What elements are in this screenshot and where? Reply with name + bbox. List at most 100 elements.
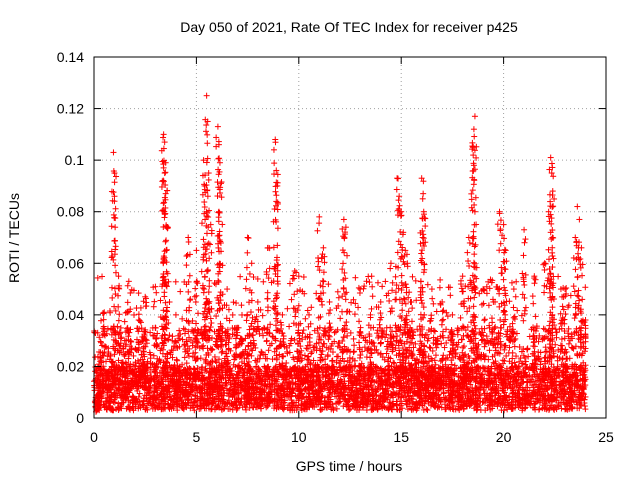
chart-title: Day 050 of 2021, Rate Of TEC Index for r… [180,19,518,35]
data-point [471,113,478,120]
data-point [306,311,313,318]
data-point [110,149,117,156]
data-point [508,279,515,286]
data-point [547,154,554,161]
data-point [530,378,537,385]
data-point [97,358,104,365]
data-point [506,344,513,351]
data-point [172,278,179,285]
data-point [295,273,302,280]
data-point [291,268,298,275]
data-point [413,297,420,304]
data-point [582,393,589,400]
data-point [101,309,108,316]
data-point [217,180,224,187]
data-point [542,326,549,333]
data-point [382,379,389,386]
data-point [203,92,210,99]
data-point [286,323,293,330]
data-point [224,286,231,293]
data-point [216,159,223,166]
data-point [396,193,403,200]
data-point [459,273,466,280]
data-point [366,279,373,286]
data-point [117,324,124,331]
data-points [91,92,589,415]
data-point [125,278,132,285]
data-point [340,216,347,223]
data-point [342,224,349,231]
data-point [193,279,200,286]
data-point [229,311,236,318]
data-point [541,260,548,267]
data-point [115,273,122,280]
data-point [363,278,370,285]
data-point [521,226,528,233]
data-point [352,274,359,281]
data-point [326,298,333,305]
data-point [273,167,280,174]
data-point [553,334,560,341]
data-point [383,350,390,357]
data-point [172,311,179,318]
data-point [211,280,218,287]
data-point [464,323,471,330]
data-point [244,234,251,241]
data-point [553,329,560,336]
data-point [465,234,472,241]
data-point [125,355,132,362]
data-point [377,298,384,305]
data-point [176,327,183,334]
data-point [311,343,318,350]
data-point [320,244,327,251]
data-point [150,332,157,339]
data-point [193,247,200,254]
data-point [300,327,307,334]
data-point [183,360,190,367]
data-point [347,329,354,336]
data-point [355,304,362,311]
data-point [440,328,447,335]
data-point [335,294,342,301]
data-point [440,352,447,359]
data-point [286,349,293,356]
data-point [189,339,196,346]
data-point [187,405,194,412]
data-point [279,311,286,318]
data-point [316,213,323,220]
data-point [510,286,517,293]
data-point [419,195,426,202]
grid-lines [94,57,606,418]
data-point [448,361,455,368]
data-point [161,139,168,146]
data-point [419,234,426,241]
data-point [205,170,212,177]
data-point [500,221,507,228]
data-point [303,345,310,352]
data-point [254,275,261,282]
data-point [432,361,439,368]
data-point [470,126,477,133]
data-point [443,326,450,333]
data-point [200,157,207,164]
data-point [519,396,526,403]
data-point [576,216,583,223]
data-point [206,327,213,334]
data-point [382,334,389,341]
data-point [254,298,261,305]
data-point [207,221,214,228]
data-point [567,292,574,299]
data-point [135,290,142,297]
data-point [450,402,457,409]
data-point [449,311,456,318]
data-point [248,260,255,267]
data-point [181,354,188,361]
data-point [428,286,435,293]
data-point [301,352,308,359]
data-point [379,283,386,290]
data-point [160,131,167,138]
data-point [387,260,394,267]
data-point [351,342,358,349]
data-point [443,339,450,346]
